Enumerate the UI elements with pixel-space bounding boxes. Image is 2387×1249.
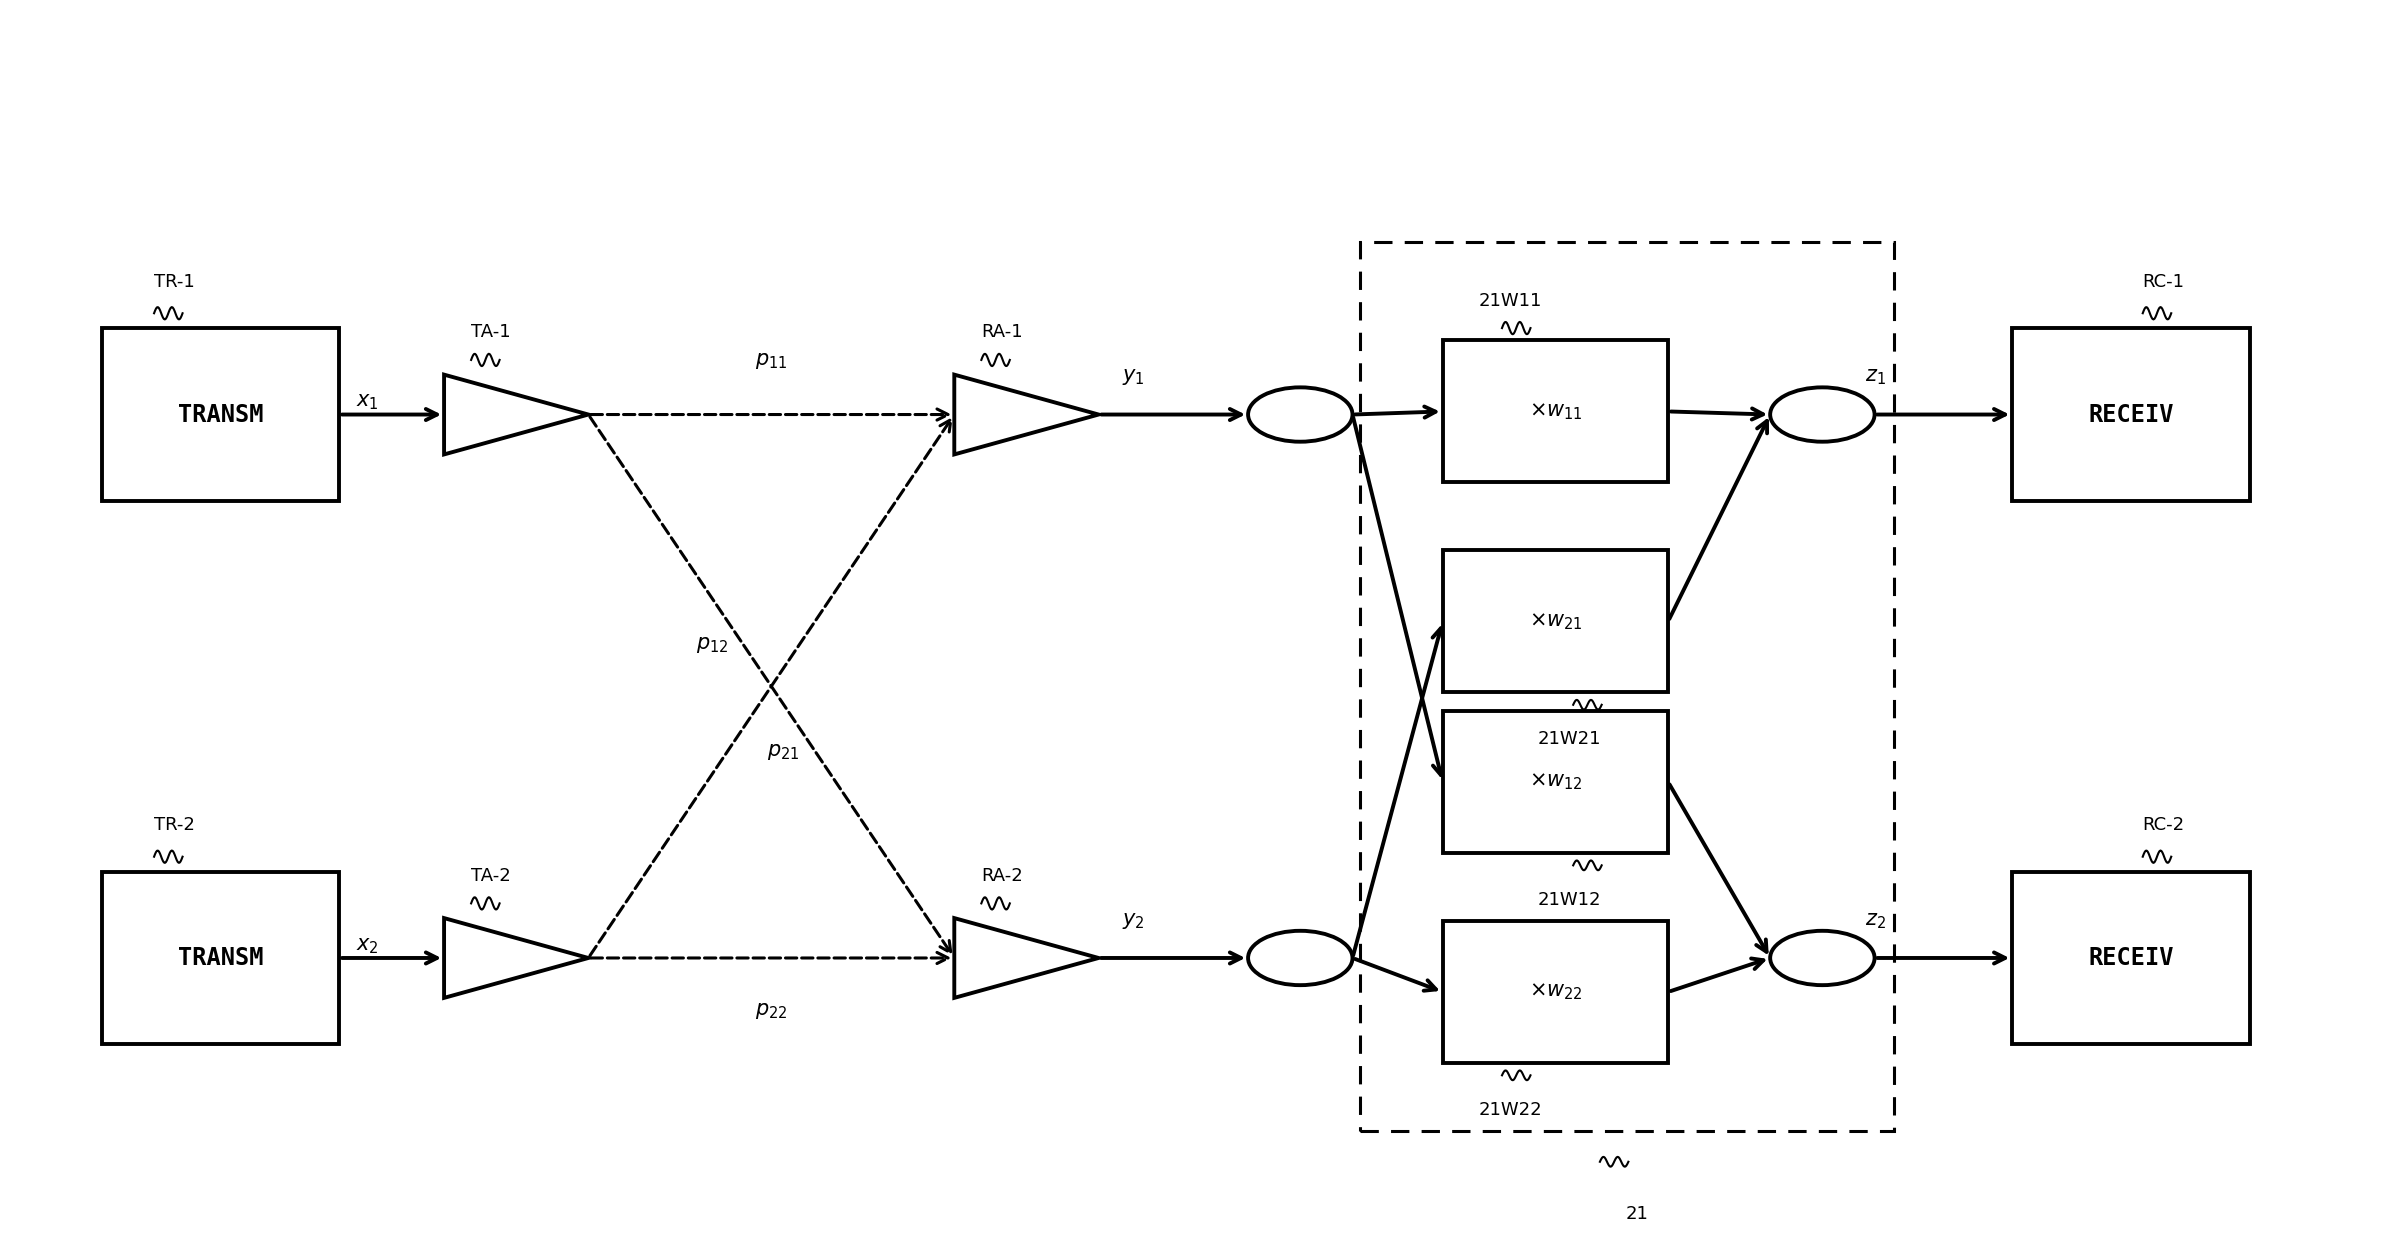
Text: $\times w_{12}$: $\times w_{12}$: [1528, 772, 1583, 792]
Text: 21W21: 21W21: [1537, 729, 1602, 748]
Text: RA-1: RA-1: [981, 323, 1024, 341]
Text: $\times w_{11}$: $\times w_{11}$: [1528, 401, 1583, 422]
FancyBboxPatch shape: [103, 872, 339, 1044]
FancyBboxPatch shape: [1442, 921, 1669, 1063]
Text: TR-1: TR-1: [155, 274, 196, 291]
Text: 21W12: 21W12: [1537, 891, 1602, 908]
Text: TR-2: TR-2: [155, 817, 196, 834]
Text: $p_{21}$: $p_{21}$: [766, 742, 800, 762]
Text: $x_2$: $x_2$: [356, 936, 380, 955]
FancyBboxPatch shape: [1442, 341, 1669, 482]
Text: TA-1: TA-1: [470, 323, 511, 341]
Text: $x_1$: $x_1$: [356, 392, 380, 412]
FancyBboxPatch shape: [103, 328, 339, 501]
FancyBboxPatch shape: [1442, 711, 1669, 853]
Text: TRANSM: TRANSM: [177, 402, 263, 426]
Text: $p_{11}$: $p_{11}$: [754, 351, 788, 371]
Text: $\times w_{22}$: $\times w_{22}$: [1528, 982, 1583, 1002]
Text: 21: 21: [1626, 1205, 1649, 1223]
Text: $p_{12}$: $p_{12}$: [695, 636, 728, 656]
Text: TA-2: TA-2: [470, 867, 511, 884]
FancyBboxPatch shape: [1442, 551, 1669, 692]
Text: $z_1$: $z_1$: [1864, 367, 1886, 387]
Text: $\times w_{21}$: $\times w_{21}$: [1528, 611, 1583, 632]
FancyBboxPatch shape: [2012, 328, 2249, 501]
Text: RC-1: RC-1: [2144, 274, 2184, 291]
Text: RECEIV: RECEIV: [2089, 402, 2175, 426]
Text: $y_1$: $y_1$: [1122, 367, 1146, 387]
Text: 21W11: 21W11: [1478, 291, 1542, 310]
Text: RC-2: RC-2: [2144, 817, 2184, 834]
Text: RA-2: RA-2: [981, 867, 1024, 884]
FancyBboxPatch shape: [2012, 872, 2249, 1044]
Text: TRANSM: TRANSM: [177, 945, 263, 970]
Text: $y_2$: $y_2$: [1122, 911, 1146, 931]
Text: $p_{22}$: $p_{22}$: [754, 1002, 788, 1022]
Text: RECEIV: RECEIV: [2089, 945, 2175, 970]
Text: 21W22: 21W22: [1478, 1100, 1542, 1119]
Text: $z_2$: $z_2$: [1864, 911, 1886, 931]
